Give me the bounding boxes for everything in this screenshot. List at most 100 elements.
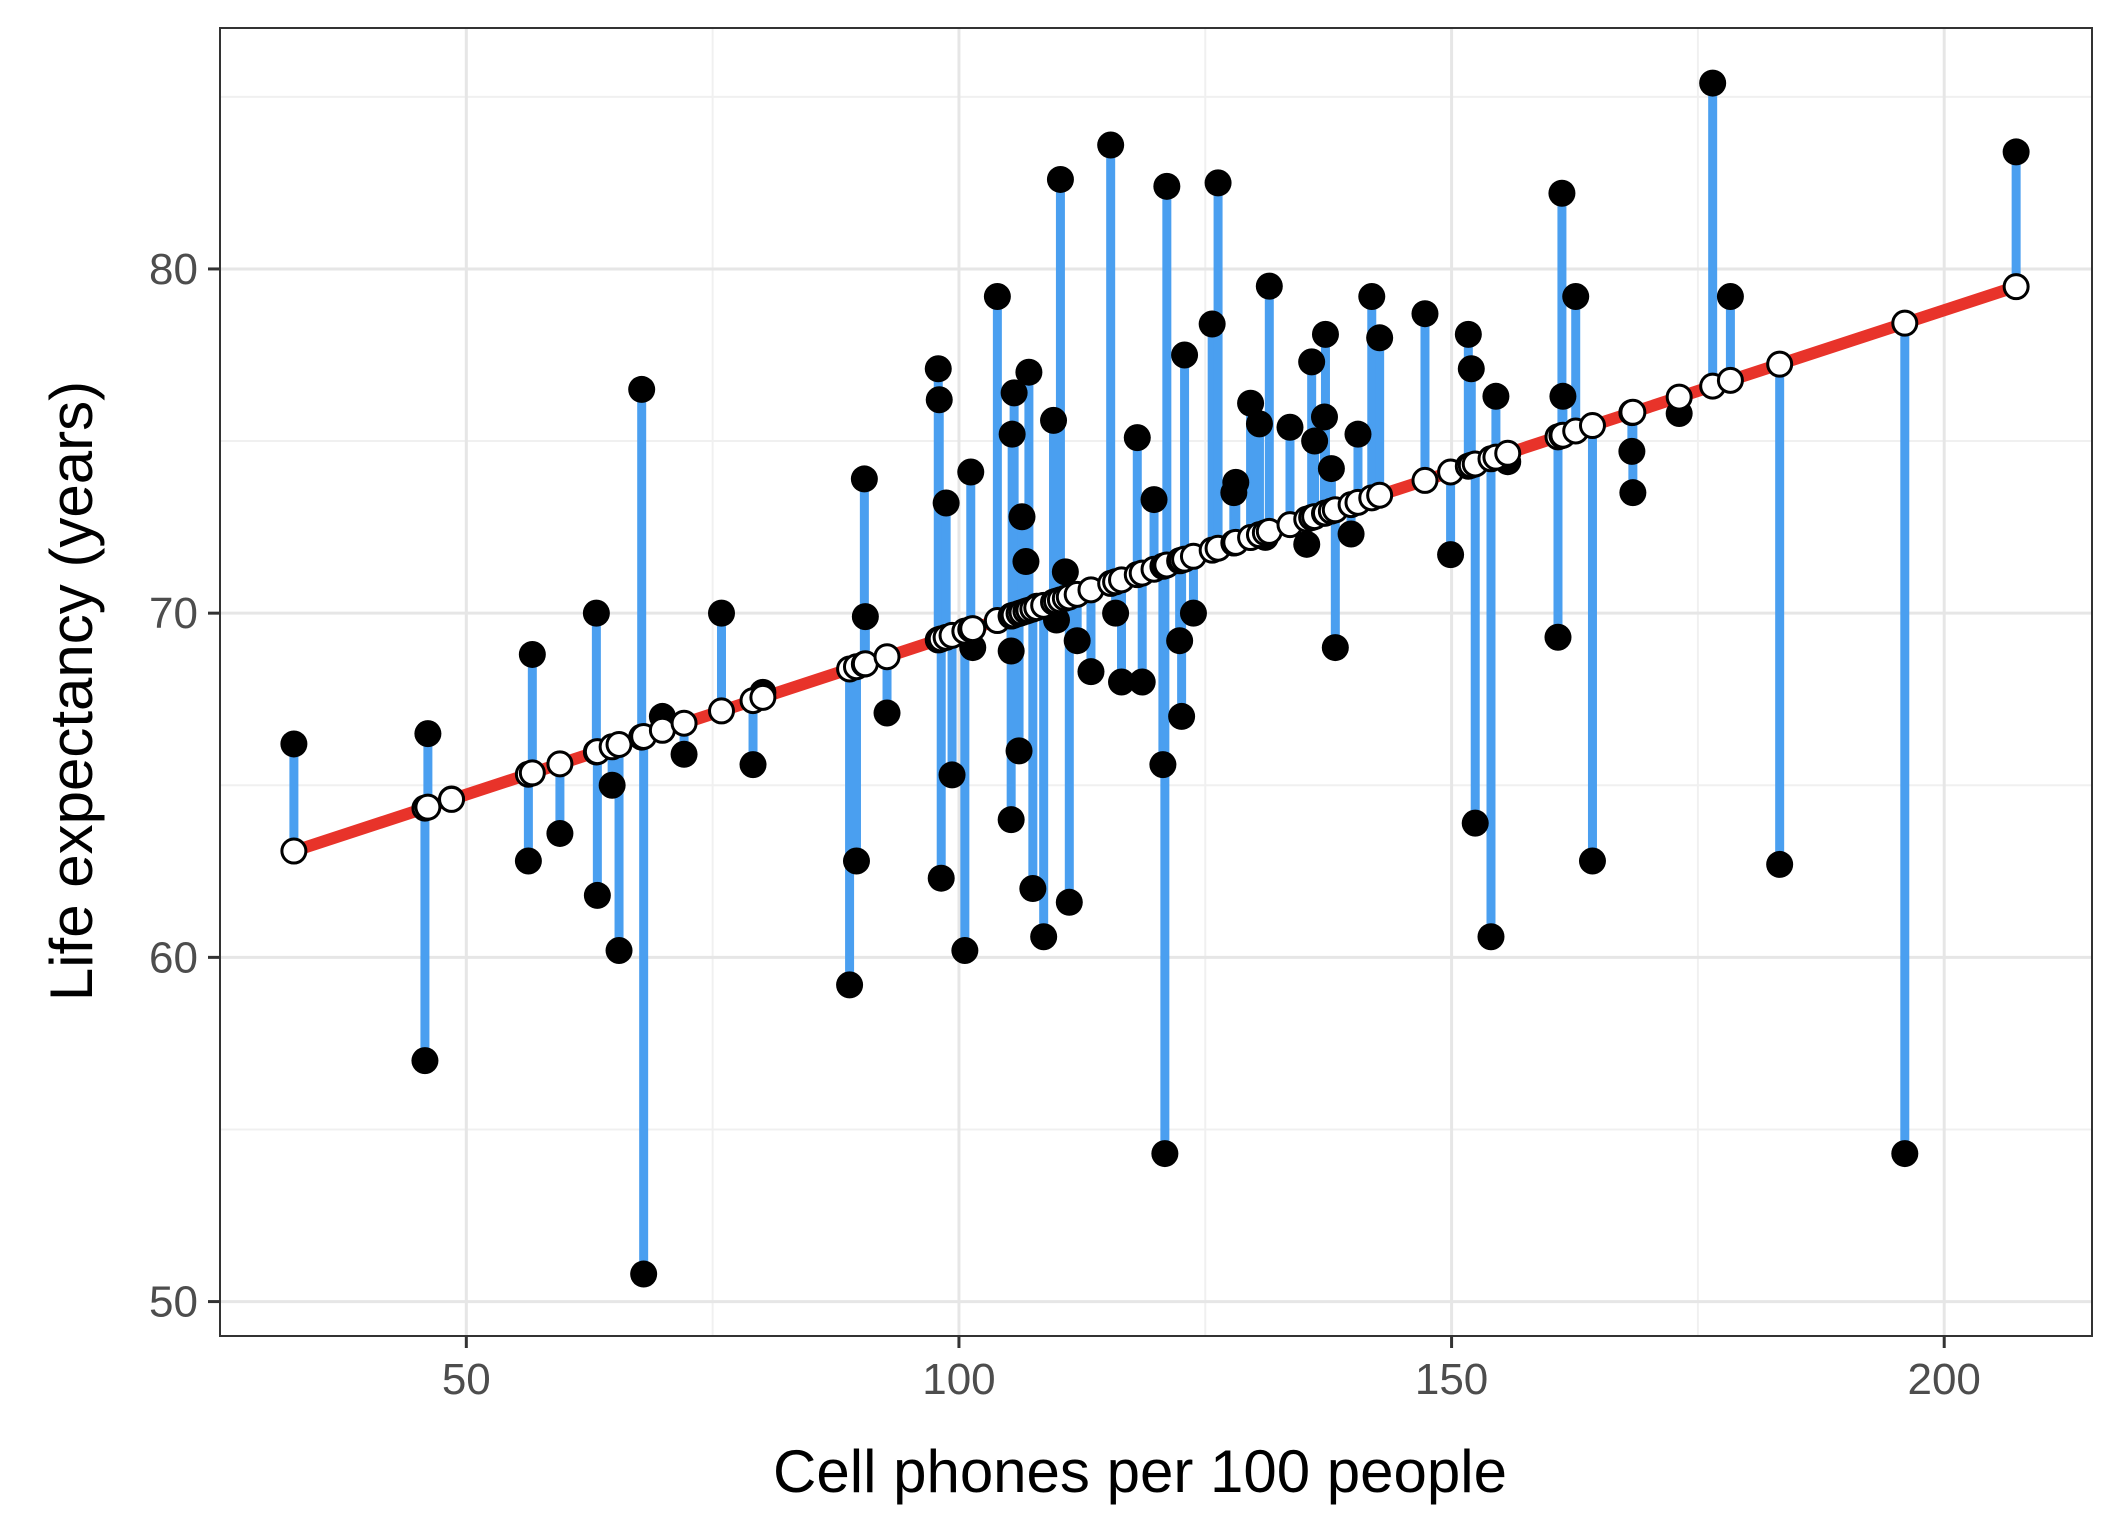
observed-point xyxy=(583,881,611,909)
observed-point xyxy=(2002,138,2030,166)
residual-segments xyxy=(289,83,2021,1275)
x-tick-label: 50 xyxy=(442,1355,491,1404)
observed-point xyxy=(1237,389,1265,417)
observed-point xyxy=(998,420,1026,448)
observed-point xyxy=(598,771,626,799)
observed-point xyxy=(1549,382,1577,410)
observed-point xyxy=(1411,300,1439,328)
fitted-point xyxy=(1665,383,1693,411)
observed-point xyxy=(1618,437,1646,465)
observed-point xyxy=(983,282,1011,310)
observed-point xyxy=(1366,324,1394,352)
observed-point xyxy=(630,1260,658,1288)
observed-point xyxy=(1310,403,1338,431)
observed-point xyxy=(1012,548,1040,576)
observed-point xyxy=(1128,668,1156,696)
fitted-point xyxy=(1366,481,1394,509)
observed-point xyxy=(997,806,1025,834)
observed-point xyxy=(1005,737,1033,765)
observed-point xyxy=(670,740,698,768)
observed-point xyxy=(1019,875,1047,903)
observed-point xyxy=(997,637,1025,665)
observed-point xyxy=(1766,850,1794,878)
fitted-point xyxy=(670,709,698,737)
observed-point xyxy=(739,751,767,779)
y-tick-label: 80 xyxy=(149,245,198,294)
observed-point xyxy=(1030,923,1058,951)
observed-point xyxy=(1102,599,1130,627)
panel-border xyxy=(219,27,2093,1337)
observed-point xyxy=(925,386,953,414)
fitted-points xyxy=(280,273,2030,865)
observed-point xyxy=(1222,468,1250,496)
observed-point xyxy=(1198,310,1226,338)
y-tick-label: 50 xyxy=(149,1278,198,1327)
observed-point xyxy=(1179,599,1207,627)
observed-point xyxy=(1293,530,1321,558)
observed-point xyxy=(518,640,546,668)
fitted-point xyxy=(873,643,901,671)
observed-points xyxy=(280,69,2030,1288)
observed-point xyxy=(1046,165,1074,193)
observed-point xyxy=(1171,341,1199,369)
observed-point xyxy=(414,720,442,748)
observed-point xyxy=(514,847,542,875)
observed-point xyxy=(1699,69,1727,97)
observed-point xyxy=(1149,751,1177,779)
observed-point xyxy=(1298,348,1326,376)
observed-point xyxy=(1077,658,1105,686)
fitted-point xyxy=(1766,350,1794,378)
x-tick-label: 100 xyxy=(922,1355,995,1404)
y-tick-label: 70 xyxy=(149,589,198,638)
observed-point xyxy=(1344,420,1372,448)
fitted-point xyxy=(707,697,735,725)
observed-point xyxy=(1015,358,1043,386)
observed-point xyxy=(546,819,574,847)
x-tick-label: 200 xyxy=(1907,1355,1980,1404)
y-axis-title: Life expectancy (years) xyxy=(38,381,105,1001)
observed-point xyxy=(1108,668,1136,696)
observed-point xyxy=(1454,320,1482,348)
observed-point xyxy=(1063,627,1091,655)
y-tick-labels: 50 60 70 80 xyxy=(149,245,198,1327)
fitted-point xyxy=(1716,366,1744,394)
fitted-point xyxy=(959,615,987,643)
observed-point xyxy=(873,699,901,727)
observed-point xyxy=(1055,888,1083,916)
observed-point xyxy=(1477,923,1505,951)
fitted-point xyxy=(1619,398,1647,426)
observed-point xyxy=(1457,355,1485,383)
observed-point xyxy=(1140,486,1168,514)
observed-point xyxy=(1166,627,1194,655)
fitted-point xyxy=(1891,309,1919,337)
observed-point xyxy=(851,603,879,631)
observed-point xyxy=(605,936,633,964)
observed-point xyxy=(1153,172,1181,200)
y-tick-label: 60 xyxy=(149,933,198,982)
observed-point xyxy=(1311,320,1339,348)
fitted-point xyxy=(1578,412,1606,440)
observed-point xyxy=(582,599,610,627)
observed-point xyxy=(1097,131,1125,159)
observed-point xyxy=(932,489,960,517)
observed-point xyxy=(1317,455,1345,483)
observed-point xyxy=(924,355,952,383)
fitted-point xyxy=(280,837,308,865)
observed-point xyxy=(1040,406,1068,434)
axis-ticks xyxy=(208,267,1946,1348)
observed-point xyxy=(927,864,955,892)
observed-point xyxy=(1051,558,1079,586)
observed-point xyxy=(836,971,864,999)
observed-point xyxy=(1461,809,1489,837)
fitted-point xyxy=(1494,439,1522,467)
x-axis-title: Cell phones per 100 people xyxy=(773,1438,1507,1505)
fitted-point xyxy=(2002,273,2030,301)
observed-point xyxy=(1548,179,1576,207)
x-tick-labels: 50 100 150 200 xyxy=(442,1355,1981,1404)
fitted-point xyxy=(605,731,633,759)
observed-point xyxy=(1891,1140,1919,1168)
observed-point xyxy=(842,847,870,875)
observed-point xyxy=(1437,541,1465,569)
observed-point xyxy=(1301,427,1329,455)
